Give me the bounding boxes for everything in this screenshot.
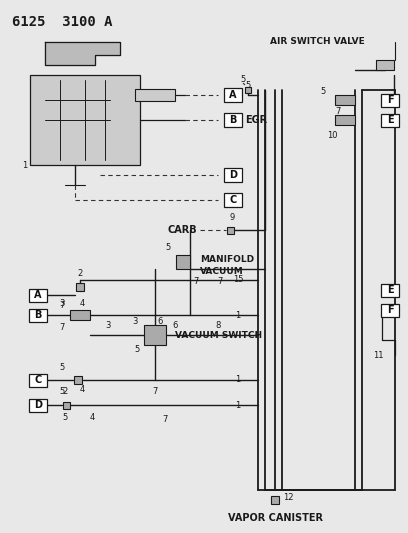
Text: 12: 12	[283, 494, 293, 503]
Bar	[335, 95, 355, 105]
Text: 2: 2	[78, 269, 83, 278]
Text: 3: 3	[59, 298, 65, 308]
Bar	[226, 227, 233, 233]
Text: A: A	[229, 90, 237, 100]
Bar	[335, 115, 355, 125]
Text: D: D	[229, 170, 237, 180]
Bar	[29, 288, 47, 302]
Text: 7: 7	[59, 301, 65, 310]
Text: 6: 6	[172, 320, 178, 329]
Text: 5: 5	[320, 87, 326, 96]
Text: 5: 5	[134, 344, 140, 353]
Text: E: E	[387, 115, 393, 125]
Text: 11: 11	[373, 351, 383, 359]
Text: F: F	[387, 95, 393, 105]
Text: 5: 5	[60, 387, 64, 397]
Text: EGR: EGR	[245, 115, 267, 125]
Text: C: C	[34, 375, 42, 385]
Text: 2: 2	[62, 386, 68, 395]
Bar	[224, 168, 242, 182]
Text: 1: 1	[235, 311, 241, 319]
Bar	[381, 114, 399, 126]
Bar	[29, 309, 47, 321]
Text: 5: 5	[245, 80, 251, 90]
Text: C: C	[229, 195, 237, 205]
Bar	[144, 325, 166, 345]
Text: 5: 5	[62, 413, 68, 422]
Text: AIR SWITCH VALVE: AIR SWITCH VALVE	[270, 37, 365, 46]
Bar	[62, 401, 69, 408]
Text: 5: 5	[60, 364, 64, 373]
Bar	[381, 93, 399, 107]
Text: 3: 3	[132, 317, 137, 326]
Text: 4: 4	[80, 385, 84, 394]
Text: 3: 3	[105, 320, 111, 329]
Bar	[381, 303, 399, 317]
Text: 7: 7	[59, 322, 65, 332]
Bar	[376, 60, 394, 70]
Text: 7: 7	[193, 278, 199, 287]
Text: 1: 1	[22, 160, 28, 169]
Bar	[176, 255, 190, 269]
Text: B: B	[229, 115, 237, 125]
Text: 6125  3100 A: 6125 3100 A	[12, 15, 113, 29]
Text: 6: 6	[157, 317, 163, 326]
Text: 9: 9	[229, 214, 235, 222]
Bar	[29, 399, 47, 411]
Text: 5: 5	[165, 244, 171, 253]
Text: B: B	[34, 310, 42, 320]
Text: 5: 5	[240, 76, 246, 85]
Text: VAPOR CANISTER: VAPOR CANISTER	[228, 513, 322, 523]
Text: VACUUM: VACUUM	[200, 266, 244, 276]
Bar	[224, 88, 242, 102]
Text: MANIFOLD: MANIFOLD	[200, 254, 254, 263]
Bar	[29, 374, 47, 386]
Bar	[76, 283, 84, 291]
Text: 7: 7	[162, 415, 168, 424]
Text: 8: 8	[215, 320, 221, 329]
Text: E: E	[387, 285, 393, 295]
Bar	[224, 113, 242, 127]
Text: VACUUM SWITCH: VACUUM SWITCH	[175, 330, 262, 340]
Bar	[135, 89, 175, 101]
Text: 4: 4	[89, 413, 95, 422]
Text: 7: 7	[152, 387, 157, 397]
Bar	[30, 75, 140, 165]
Bar	[245, 87, 251, 93]
Bar	[381, 284, 399, 296]
Polygon shape	[45, 42, 120, 65]
Text: 4: 4	[80, 298, 84, 308]
Bar	[70, 310, 90, 320]
Text: 15: 15	[233, 276, 243, 285]
Bar	[224, 193, 242, 207]
Text: D: D	[34, 400, 42, 410]
Text: 7: 7	[335, 108, 341, 117]
Text: 1: 1	[235, 376, 241, 384]
Bar	[74, 376, 82, 384]
Text: A: A	[34, 290, 42, 300]
Text: F: F	[387, 305, 393, 315]
Text: 10: 10	[327, 131, 337, 140]
Text: 7: 7	[217, 278, 223, 287]
Text: CARB: CARB	[167, 225, 197, 235]
Text: 1: 1	[235, 400, 241, 409]
Bar	[271, 496, 279, 504]
